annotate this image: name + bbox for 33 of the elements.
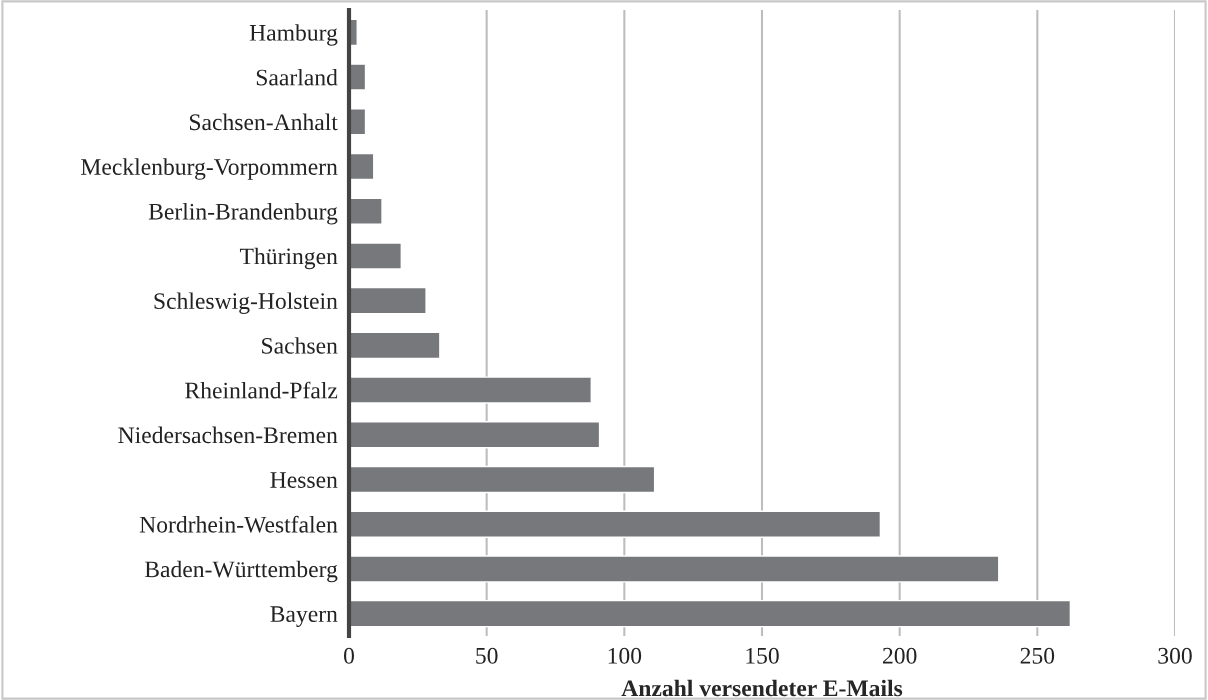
x-tick-label: 0 xyxy=(344,647,354,664)
bar xyxy=(349,465,656,494)
y-tick-label: Schleswig-Holstein xyxy=(154,292,338,314)
x-tick-label: 200 xyxy=(882,647,917,664)
y-tick-label: Rheinland-Pfalz xyxy=(185,381,338,399)
y-tick-label: Sachsen xyxy=(262,337,338,354)
y-tick-label: Niedersachsen-Bremen xyxy=(118,426,338,444)
y-tick-label: Baden-Württemberg xyxy=(144,560,338,583)
y-tick-label: Berlin-Brandenburg xyxy=(148,203,338,225)
x-tick-label: 100 xyxy=(608,647,642,664)
y-tick-label: Mecklenburg-Vorpommern xyxy=(81,158,338,180)
y-tick-label: Bayern xyxy=(270,606,338,627)
y-tick-label: Saarland xyxy=(256,68,338,86)
x-tick-label: 300 xyxy=(1158,647,1192,664)
bar xyxy=(349,555,1000,583)
x-tick-label: 250 xyxy=(1020,647,1055,664)
x-tick-label: 50 xyxy=(476,647,498,664)
y-tick-label: Hamburg xyxy=(249,24,338,46)
y-tick-label: Hessen xyxy=(270,472,338,488)
x-axis-title: Anzahl versendeter E-Mails xyxy=(621,679,903,697)
y-tick-label: Sachsen-Anhalt xyxy=(189,113,338,131)
bar xyxy=(349,331,441,360)
bar xyxy=(349,197,383,225)
bar xyxy=(349,242,403,270)
bar xyxy=(349,421,601,449)
bar xyxy=(349,510,882,538)
x-tick-label: 150 xyxy=(746,647,779,664)
bar xyxy=(349,599,1072,628)
y-tick-label: Thüringen xyxy=(239,247,338,270)
y-tick-label: Nordrhein-Westfalen xyxy=(139,515,338,533)
bar xyxy=(349,286,427,315)
bar xyxy=(349,376,592,404)
bar xyxy=(349,63,367,91)
